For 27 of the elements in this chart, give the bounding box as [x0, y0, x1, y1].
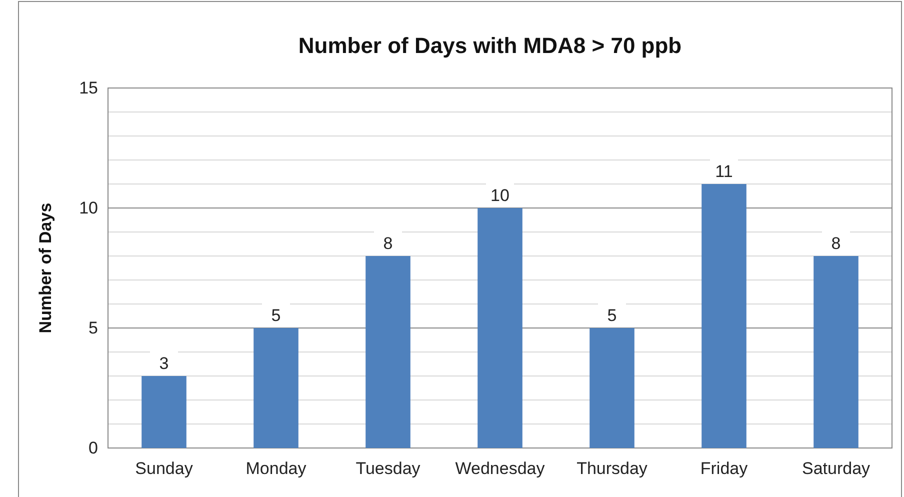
bar	[814, 256, 858, 448]
data-label: 5	[607, 306, 617, 325]
x-tick-label: Monday	[246, 459, 307, 478]
data-label: 3	[159, 354, 169, 373]
bar	[366, 256, 410, 448]
y-tick-label: 5	[88, 318, 98, 338]
x-tick-label: Wednesday	[455, 459, 546, 478]
data-label: 10	[490, 186, 510, 205]
bar	[142, 376, 186, 448]
bar	[478, 208, 522, 448]
x-tick-label: Saturday	[802, 459, 871, 478]
x-tick-label: Sunday	[135, 459, 194, 478]
x-tick-label: Friday	[700, 459, 748, 478]
data-label: 8	[383, 234, 393, 253]
y-tick-label: 15	[79, 78, 98, 98]
data-label: 5	[271, 306, 281, 325]
y-tick-label: 0	[88, 438, 98, 458]
bar	[254, 328, 298, 448]
bar	[702, 184, 746, 448]
x-tick-label: Tuesday	[356, 459, 421, 478]
x-tick-label: Thursday	[576, 459, 648, 478]
y-tick-label: 10	[79, 198, 98, 218]
bar	[590, 328, 634, 448]
chart-title: Number of Days with MDA8 > 70 ppb	[298, 33, 682, 58]
data-label: 11	[715, 162, 733, 181]
data-label: 8	[831, 234, 841, 253]
y-axis-title: Number of Days	[36, 202, 55, 334]
